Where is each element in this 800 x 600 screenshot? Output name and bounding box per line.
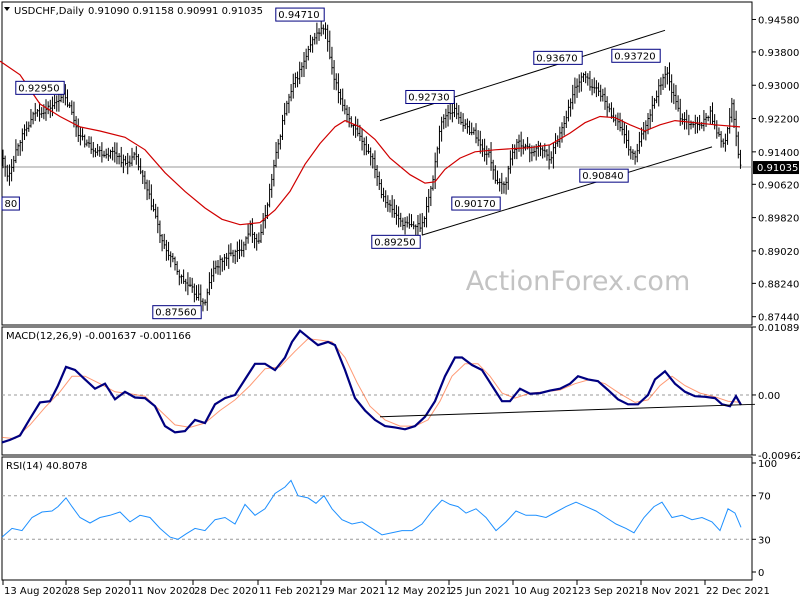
x-tick-label: 23 Sep 2021: [578, 586, 641, 597]
price-annotation-box: [451, 196, 501, 211]
price-annotation-label: 0.89250: [374, 237, 415, 248]
chart-header: USDCHF,Daily 0.91090 0.91158 0.90991 0.9…: [4, 6, 263, 17]
dropdown-icon[interactable]: [4, 7, 10, 11]
x-tick-label: 29 Mar 2021: [322, 586, 385, 597]
watermark-text: ActionForex.com: [466, 266, 691, 297]
x-tick-label: 11 Nov 2020: [131, 586, 195, 597]
price-annotation-label: 0.94710: [278, 10, 319, 21]
last-price-label: 0.91035: [757, 163, 798, 174]
macd-y-tick-label: 0.010896: [758, 323, 800, 334]
panel-border-1: [1, 326, 753, 456]
rsi-panel: [1, 479, 752, 540]
channel-trendline-1: [421, 146, 713, 236]
price-y-tick-label: 0.89820: [758, 214, 799, 225]
macd-y-tick-label: 0.00: [758, 391, 780, 402]
panel-frames: [1, 1, 753, 581]
macd-panel: [1, 329, 756, 444]
price-y-tick-label: 0.88240: [758, 279, 799, 290]
rsi-label: RSI(14) 40.8078: [6, 461, 87, 472]
x-tick-label: 25 Jun 2021: [450, 586, 510, 597]
price-y-tick-label: 0.89020: [758, 247, 799, 258]
rsi-line: [1, 479, 742, 540]
symbol-timeframe: USDCHF,Daily: [14, 6, 84, 17]
price-annotation-box: [579, 168, 629, 183]
rsi-y-tick-label: 30: [758, 535, 771, 546]
price-y-tick-label: 0.91400: [758, 148, 799, 159]
price-annotation-label: 0.93720: [614, 51, 655, 62]
price-annotation-label: 0.87560: [155, 308, 196, 319]
price-annotation-label: 0.90170: [454, 199, 495, 210]
x-tick-label: 22 Dec 2021: [706, 586, 770, 597]
price-annotation-label: 0.92950: [18, 83, 59, 94]
moving-average-line: [0, 60, 741, 226]
x-tick-label: 10 Aug 2021: [514, 586, 578, 597]
price-annotation-box: [405, 89, 455, 104]
price-y-tick-label: 0.90620: [758, 180, 799, 191]
price-y-tick-label: 0.93800: [758, 48, 799, 59]
price-annotation-label: 0.93670: [536, 53, 577, 64]
panel-border-0: [1, 1, 753, 326]
price-annotation-label: 0.92730: [408, 92, 449, 103]
macd-line: [1, 329, 742, 444]
ohlc-values: 0.91090 0.91158 0.90991 0.91035: [88, 6, 263, 17]
price-annotation-box: [1, 196, 20, 211]
macd-signal-line: [1, 338, 742, 440]
price-annotation-box: [275, 7, 325, 22]
channel-trendline-0: [379, 29, 666, 122]
price-annotation-label: 80: [5, 199, 18, 210]
price-annotation-label: 0.90840: [582, 171, 623, 182]
x-tick-label: 13 Aug 2020: [4, 586, 68, 597]
y-axes: 0.94580 0.93800 0.93000 0.92200 0.91400 0.906…: [752, 15, 800, 579]
x-tick-label: 8 Nov 2021: [642, 586, 700, 597]
price-y-tick-label: 0.92200: [758, 115, 799, 126]
panel-border-2: [1, 456, 753, 581]
rsi-y-tick-label: 70: [758, 492, 771, 503]
x-tick-label: 12 May 2021: [387, 586, 452, 597]
price-annotation-box: [371, 234, 421, 249]
x-tick-label: 28 Sep 2020: [67, 586, 130, 597]
price-annotation-box: [611, 48, 661, 63]
rsi-y-tick-label: 0: [758, 568, 764, 579]
last-price-marker: [753, 161, 799, 175]
price-annotation-box: [533, 50, 583, 65]
macd-label: MACD(12,26,9) -0.001637 -0.001166: [6, 331, 191, 342]
macd-trendline: [379, 403, 756, 418]
macd-y-tick-label: -0.009627: [758, 451, 800, 462]
price-annotation-box: [15, 80, 65, 95]
price-y-tick-label: 0.93000: [758, 81, 799, 92]
x-tick-label: 11 Feb 2021: [259, 586, 321, 597]
watermark: ActionForex.com: [466, 266, 691, 297]
price-y-tick-label: 0.94580: [758, 15, 799, 26]
rsi-y-tick-label: 100: [758, 459, 777, 470]
price-annotation-box: [152, 305, 202, 320]
x-tick-label: 28 Dec 2020: [194, 586, 258, 597]
ohlc-bars: [2, 17, 742, 312]
price-panel: 0.94710 0.92950 0.92730 0.93670 0.93720 0.908…: [0, 7, 742, 320]
price-y-tick-label: 0.87440: [758, 313, 799, 324]
